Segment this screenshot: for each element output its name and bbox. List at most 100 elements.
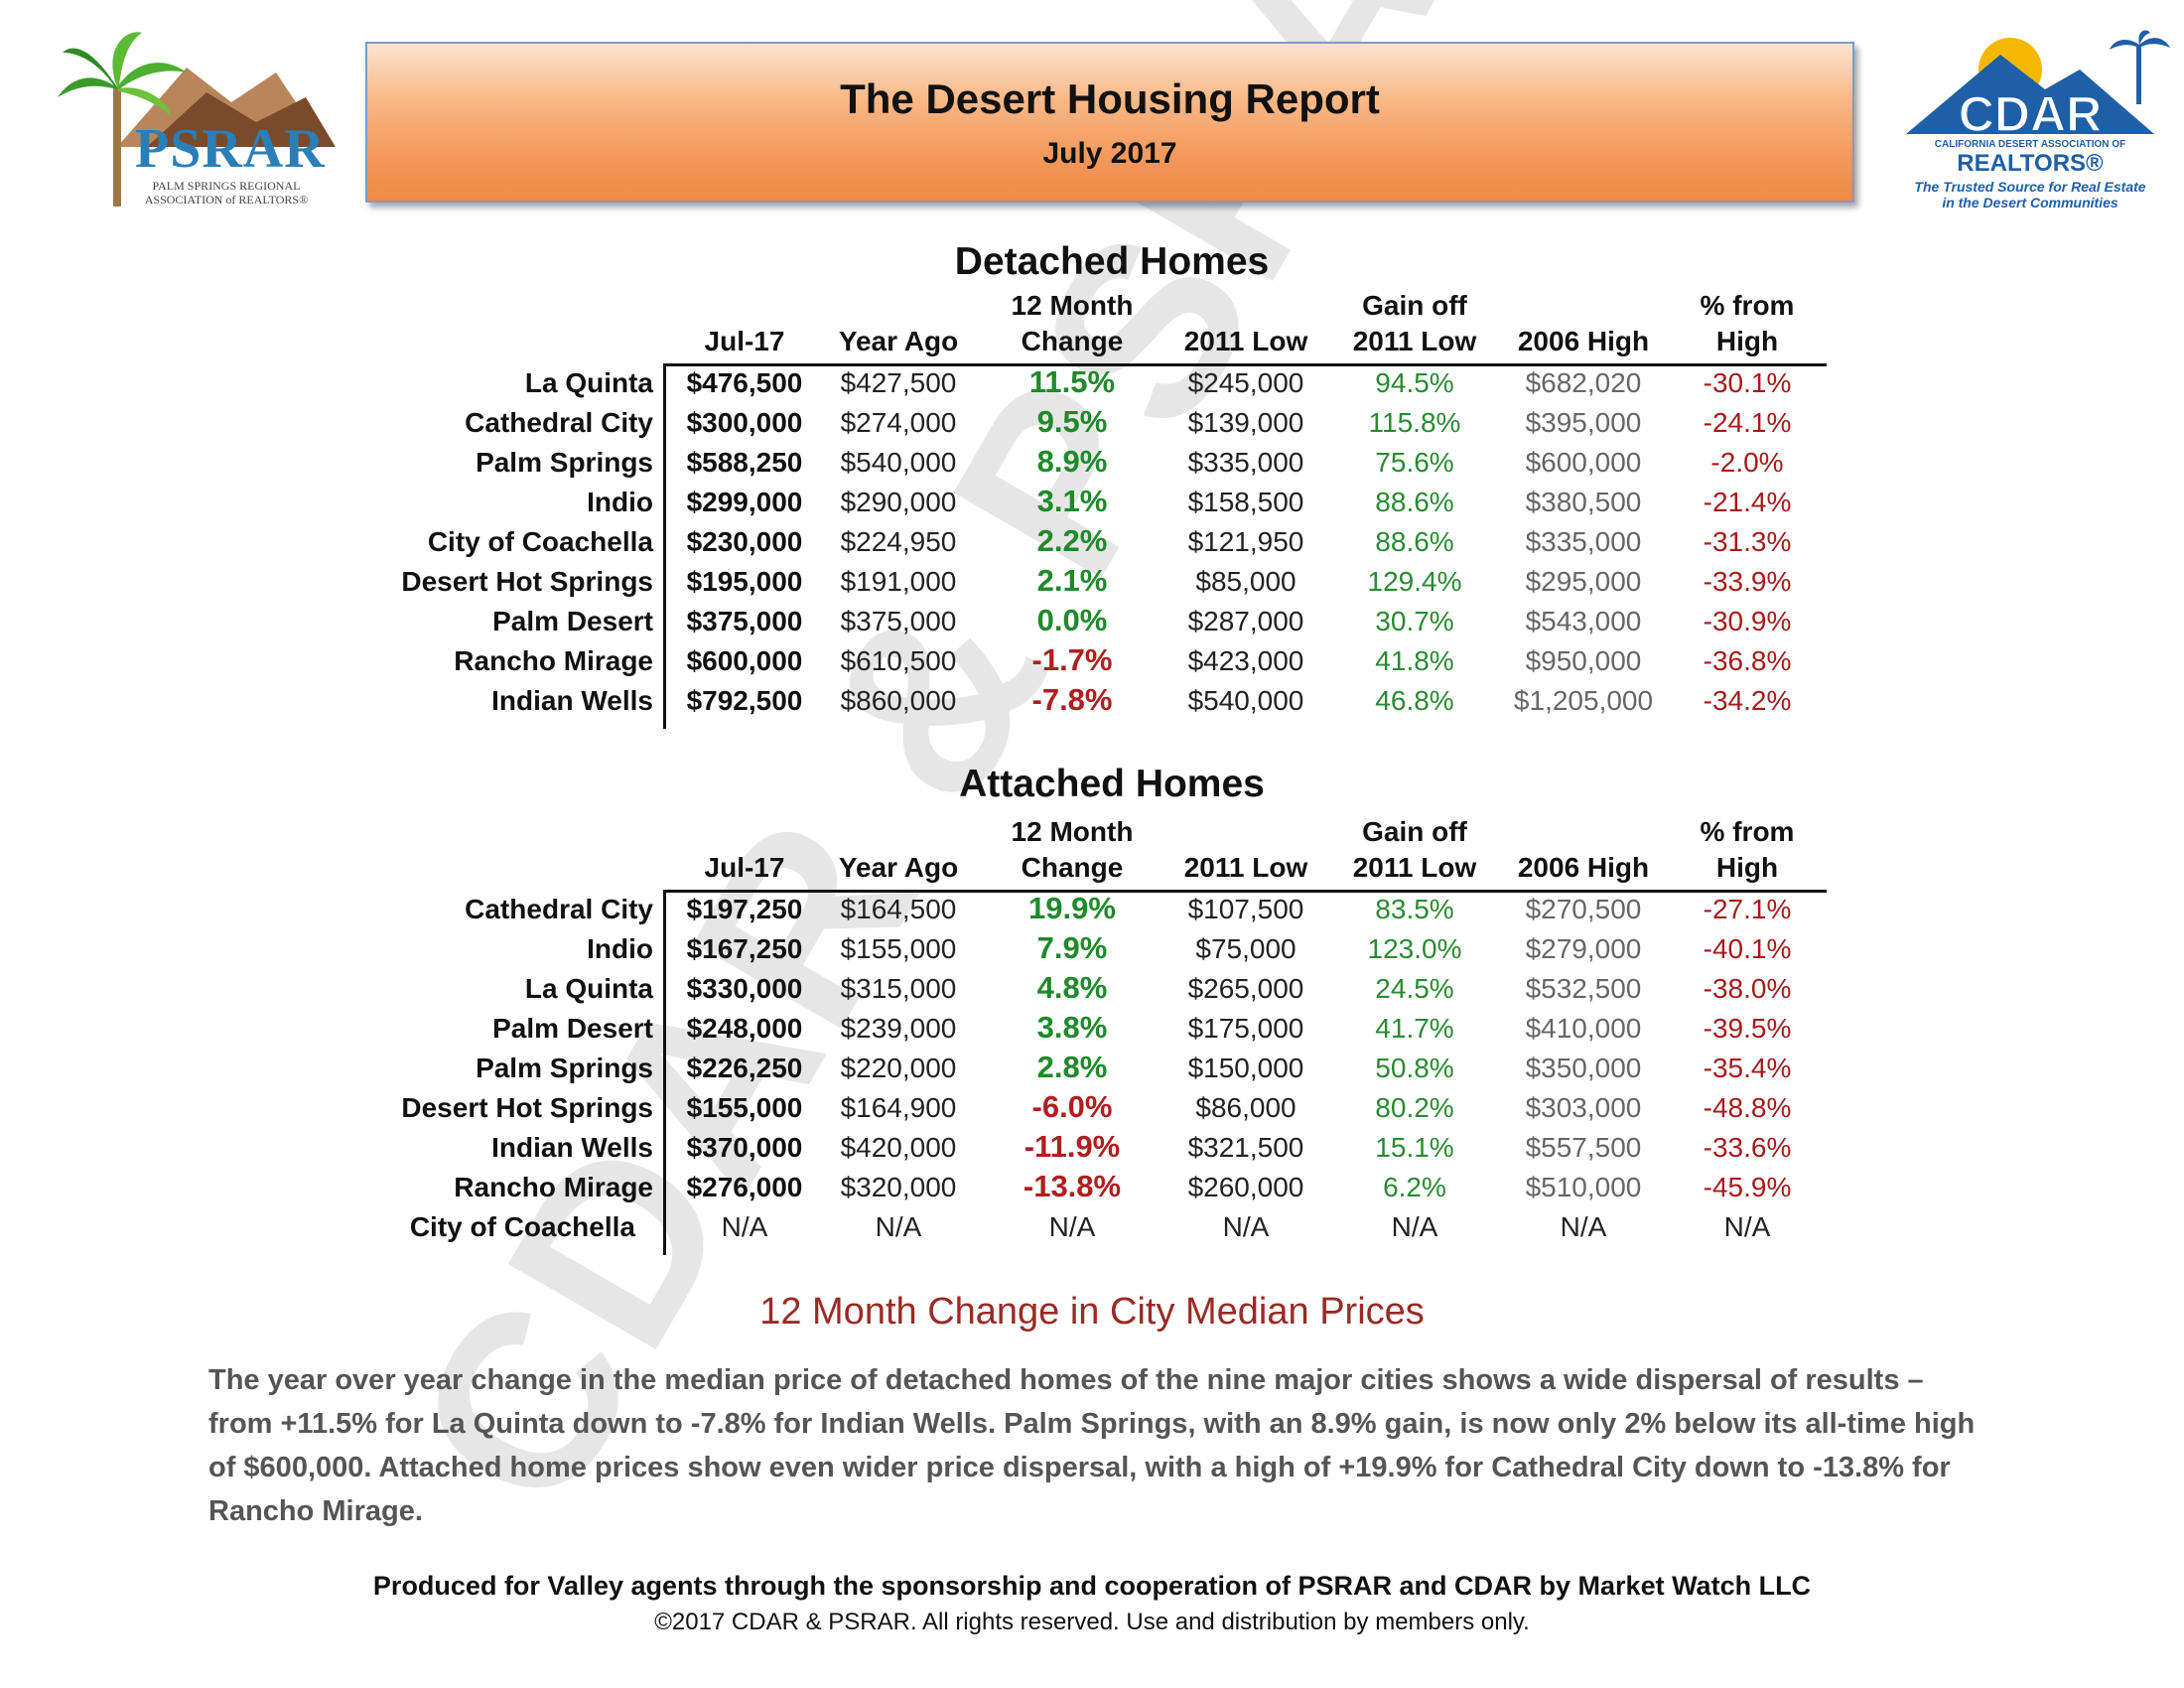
cell-low: $86,000 xyxy=(1195,1092,1297,1123)
cell-jul: $300,000 xyxy=(686,407,803,438)
column-header-high: 2006 High xyxy=(1517,326,1650,356)
cell-high: $532,500 xyxy=(1525,973,1642,1004)
cell-chg: N/A xyxy=(1048,1211,1096,1242)
cell-high: $950,000 xyxy=(1525,645,1642,676)
cell-low: $150,000 xyxy=(1187,1053,1304,1083)
cell-yago: $239,000 xyxy=(840,1013,957,1044)
cell-chg: -11.9% xyxy=(1024,1129,1121,1164)
cell-pct: -2.0% xyxy=(1710,447,1784,478)
cell-yago: $290,000 xyxy=(840,487,957,517)
cell-jul: $197,250 xyxy=(686,894,803,924)
cell-jul: $792,500 xyxy=(686,685,803,716)
cell-pct: -21.4% xyxy=(1703,487,1792,517)
cell-low: $139,000 xyxy=(1187,407,1304,438)
column-header-high: 2006 High xyxy=(1517,852,1650,883)
cell-gain: N/A xyxy=(1391,1211,1438,1242)
cell-chg: -7.8% xyxy=(1031,682,1113,717)
cell-high: $350,000 xyxy=(1525,1053,1642,1083)
cell-jul: $330,000 xyxy=(686,973,803,1004)
column-header-jul: Jul-17 xyxy=(704,852,785,883)
cell-jul: $600,000 xyxy=(686,645,803,676)
cell-gain: 123.0% xyxy=(1367,933,1462,964)
cell-chg: 8.9% xyxy=(1036,444,1108,479)
report-title: The Desert Housing Report xyxy=(840,75,1380,122)
column-header-yago: Year Ago xyxy=(838,326,959,356)
cell-pct: -33.6% xyxy=(1703,1132,1792,1163)
cell-jul: $299,000 xyxy=(686,487,803,517)
cell-low: $158,500 xyxy=(1187,487,1304,517)
cell-jul: $155,000 xyxy=(686,1092,803,1123)
cell-low: $540,000 xyxy=(1187,685,1304,716)
cell-chg: 19.9% xyxy=(1028,891,1116,925)
footer-copyright: ©2017 CDAR & PSRAR. All rights reserved.… xyxy=(654,1609,1530,1635)
cell-gain: 83.5% xyxy=(1375,894,1454,924)
cell-low: $85,000 xyxy=(1195,566,1297,597)
cell-pct: -36.8% xyxy=(1703,645,1792,676)
cell-chg: 2.8% xyxy=(1036,1050,1108,1084)
cell-low: $245,000 xyxy=(1187,367,1304,398)
cell-low: $260,000 xyxy=(1187,1172,1304,1202)
cell-jul: $167,250 xyxy=(686,933,803,964)
cell-low: $107,500 xyxy=(1187,894,1304,924)
cell-chg: -1.7% xyxy=(1031,642,1113,677)
cell-high: $395,000 xyxy=(1525,407,1642,438)
cell-high: $1,205,000 xyxy=(1513,685,1654,716)
header-rule xyxy=(663,890,1827,893)
column-header-low: 2011 Low xyxy=(1183,852,1308,883)
cell-yago: $164,500 xyxy=(840,894,957,924)
cell-pct: -45.9% xyxy=(1703,1172,1792,1202)
city-label: City of Coachella xyxy=(409,1211,635,1242)
summary-text: The year over year change in the median … xyxy=(208,1364,1976,1527)
column-header-chg: Change xyxy=(1021,326,1124,356)
city-label: Desert Hot Springs xyxy=(401,566,653,597)
cdar-tagline-2: in the Desert Communities xyxy=(1942,195,2118,211)
cell-gain: 6.2% xyxy=(1383,1172,1446,1202)
cell-yago: $375,000 xyxy=(840,606,957,636)
cell-low: $423,000 xyxy=(1187,645,1304,676)
column-header-chg: Change xyxy=(1021,852,1124,883)
cell-gain: 88.6% xyxy=(1375,526,1454,557)
summary-title: 12 Month Change in City Median Prices xyxy=(759,1291,1425,1333)
cell-pct: -33.9% xyxy=(1703,566,1792,597)
attached-title: Attached Homes xyxy=(959,763,1265,805)
cell-low: $321,500 xyxy=(1187,1132,1304,1163)
palm-tree-icon xyxy=(58,32,336,207)
cell-pct: -27.1% xyxy=(1703,894,1792,924)
cell-pct: -48.8% xyxy=(1703,1092,1792,1123)
cell-chg: 0.0% xyxy=(1036,603,1108,637)
column-header-jul: Jul-17 xyxy=(704,326,785,356)
cdar-assoc: CALIFORNIA DESERT ASSOCIATION OF xyxy=(1935,139,2125,150)
detached-title: Detached Homes xyxy=(954,240,1270,283)
cell-chg: 4.8% xyxy=(1036,970,1108,1005)
cell-pct: -31.3% xyxy=(1703,526,1792,557)
cell-yago: $191,000 xyxy=(840,566,957,597)
cell-pct: -30.1% xyxy=(1703,367,1792,398)
cell-pct: -30.9% xyxy=(1703,606,1792,636)
report-date: July 2017 xyxy=(1042,137,1177,170)
cell-chg: 3.1% xyxy=(1036,484,1108,518)
cell-yago: $315,000 xyxy=(840,973,957,1004)
cell-high: N/A xyxy=(1560,1211,1607,1242)
cell-yago: $220,000 xyxy=(840,1053,957,1083)
city-label: Palm Springs xyxy=(476,447,653,478)
cell-gain: 41.8% xyxy=(1375,645,1454,676)
cell-chg: -13.8% xyxy=(1023,1169,1122,1203)
cell-jul: N/A xyxy=(721,1211,768,1242)
cell-chg: 9.5% xyxy=(1036,404,1108,439)
city-label: Palm Springs xyxy=(476,1053,653,1083)
cell-yago: $320,000 xyxy=(840,1172,957,1202)
cell-high: $557,500 xyxy=(1525,1132,1642,1163)
cell-pct: -24.1% xyxy=(1703,407,1792,438)
cell-jul: $276,000 xyxy=(686,1172,803,1202)
city-label: City of Coachella xyxy=(427,526,653,557)
label-rule xyxy=(663,363,666,729)
cell-jul: $230,000 xyxy=(686,526,803,557)
cdar-wordmark: CDAR xyxy=(1959,86,2102,142)
column-header-gain: 2011 Low xyxy=(1352,326,1477,356)
cell-low: $175,000 xyxy=(1187,1013,1304,1044)
cell-jul: $476,500 xyxy=(686,367,803,398)
cell-yago: $420,000 xyxy=(840,1132,957,1163)
cell-jul: $226,250 xyxy=(686,1053,803,1083)
column-header-chg: 12 Month xyxy=(1011,816,1134,847)
